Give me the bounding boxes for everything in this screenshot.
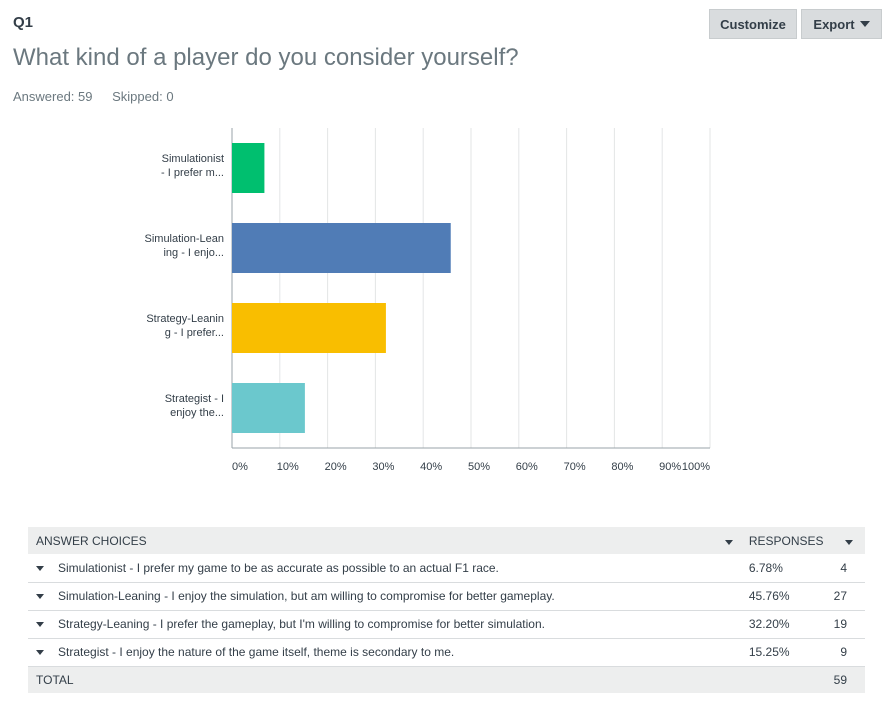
answer-choice-label: Simulation-Leaning - I enjoy the simulat… (58, 589, 555, 603)
skipped-count: Skipped: 0 (112, 89, 174, 104)
table-row: Strategy-Leaning - I prefer the gameplay… (28, 610, 865, 639)
answered-count: Answered: 59 (13, 89, 93, 104)
category-label: enjoy the... (170, 407, 224, 419)
x-tick-label: 20% (325, 461, 347, 473)
category-label: - I prefer m... (161, 167, 224, 179)
x-tick-label: 70% (564, 461, 586, 473)
table-row: Simulationist - I prefer my game to be a… (28, 554, 865, 583)
sort-caret-icon[interactable] (845, 539, 853, 545)
x-tick-label: 0% (232, 461, 248, 473)
response-count: 4 (820, 554, 865, 583)
response-stats: Answered: 59 Skipped: 0 (13, 89, 190, 104)
responses-table: ANSWER CHOICES RESPONSES Simulationist -… (28, 527, 865, 693)
answer-choices-header-label: ANSWER CHOICES (36, 533, 147, 548)
x-tick-label: 80% (611, 461, 633, 473)
response-count: 9 (820, 638, 865, 667)
response-percent: 6.78% (740, 554, 821, 583)
category-label: Simulationist (162, 153, 224, 165)
x-tick-label: 40% (420, 461, 442, 473)
responses-header[interactable]: RESPONSES (740, 527, 865, 554)
expand-caret-icon[interactable] (36, 650, 44, 656)
total-row: TOTAL 59 (28, 666, 865, 693)
answer-choice-label: Strategist - I enjoy the nature of the g… (58, 645, 455, 659)
category-label: g - I prefer... (165, 327, 224, 339)
bar-chart: 0% 10% 20% 30% 40% 50% 60% 70% 80% 90% 100% Simulat… (145, 128, 711, 473)
response-count: 27 (820, 582, 865, 611)
x-tick-label: 100% (682, 461, 710, 473)
expand-caret-icon[interactable] (36, 594, 44, 600)
x-tick-label: 90% (659, 461, 681, 473)
table-row: Strategist - I enjoy the nature of the g… (28, 638, 865, 667)
table-header-row: ANSWER CHOICES RESPONSES (28, 527, 865, 554)
customize-label: Customize (720, 16, 786, 32)
expand-caret-icon[interactable] (36, 566, 44, 572)
sort-caret-icon[interactable] (724, 539, 733, 545)
response-count: 19 (820, 610, 865, 639)
question-number: Q1 (13, 14, 34, 31)
customize-button[interactable]: Customize (709, 9, 797, 39)
expand-caret-icon[interactable] (36, 622, 44, 628)
bar[interactable] (232, 143, 265, 193)
total-value: 59 (820, 666, 865, 693)
response-percent: 32.20% (740, 610, 821, 639)
category-label: Strategy-Leanin (146, 313, 224, 325)
bar[interactable] (232, 223, 451, 273)
answer-choice-cell[interactable]: Strategy-Leaning - I prefer the gameplay… (28, 610, 741, 639)
x-tick-label: 10% (277, 461, 299, 473)
x-tick-label: 60% (516, 461, 538, 473)
responses-header-label: RESPONSES (748, 533, 824, 548)
x-tick-label: 30% (372, 461, 394, 473)
chevron-down-icon (859, 21, 870, 27)
answer-choice-cell[interactable]: Simulation-Leaning - I enjoy the simulat… (28, 582, 741, 611)
export-label: Export (813, 16, 855, 32)
export-button[interactable]: Export (801, 9, 882, 39)
response-percent: 45.76% (740, 582, 821, 611)
bar[interactable] (232, 383, 305, 433)
question-title: What kind of a player do you consider yo… (13, 44, 519, 71)
category-label: ing - I enjo... (163, 247, 224, 259)
answer-choice-cell[interactable]: Simulationist - I prefer my game to be a… (28, 554, 741, 583)
answer-choice-cell[interactable]: Strategist - I enjoy the nature of the g… (28, 638, 741, 667)
total-label: TOTAL (28, 666, 821, 693)
response-percent: 15.25% (740, 638, 821, 667)
bar[interactable] (232, 303, 386, 353)
answer-choice-label: Strategy-Leaning - I prefer the gameplay… (58, 617, 545, 631)
category-label: Strategist - I (165, 393, 224, 405)
category-label: Simulation-Lean (145, 233, 225, 245)
x-tick-label: 50% (468, 461, 490, 473)
answer-choice-label: Simulationist - I prefer my game to be a… (58, 560, 499, 575)
answer-choices-header[interactable]: ANSWER CHOICES (28, 527, 741, 554)
table-row: Simulation-Leaning - I enjoy the simulat… (28, 582, 865, 611)
